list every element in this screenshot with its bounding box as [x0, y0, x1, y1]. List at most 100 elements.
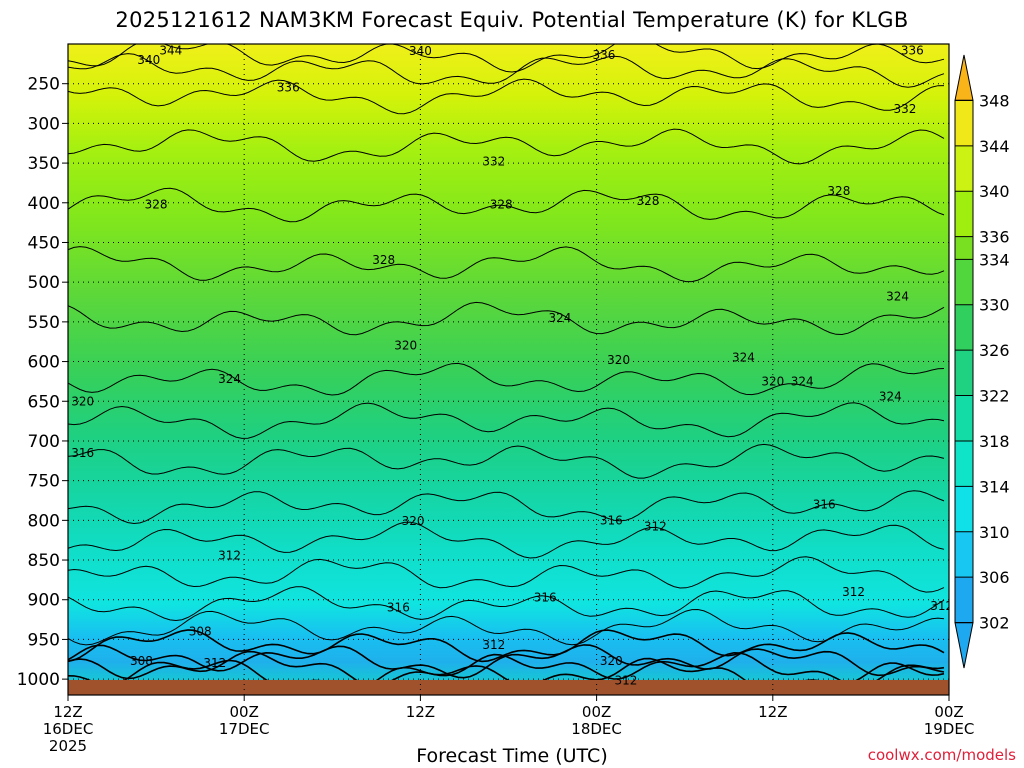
y-tick-label: 250 [28, 75, 60, 95]
colorbar-segment [955, 395, 973, 441]
y-tick-label: 800 [28, 511, 60, 531]
contour-label: 324 [879, 389, 902, 403]
colorbar-label: 306 [979, 568, 1010, 587]
contour-label: 336 [277, 81, 300, 95]
x-tick-label: 12Z [53, 703, 82, 721]
contour-line [68, 443, 945, 479]
contour-label: 320 [600, 654, 623, 668]
contour-label: 312 [482, 638, 505, 652]
colorbar-label: 336 [979, 228, 1010, 247]
y-tick-label: 550 [28, 313, 60, 333]
colorbar-segment [955, 350, 973, 396]
contour-line [68, 586, 945, 622]
colorbar-segment [955, 191, 973, 237]
colorbar-label: 318 [979, 432, 1010, 451]
contour-line [68, 521, 945, 559]
contour-label: 332 [482, 154, 505, 168]
colorbar-label: 344 [979, 137, 1010, 156]
y-tick-label: 450 [28, 233, 60, 253]
y-tick-label: 300 [28, 114, 60, 134]
contour-label: 308 [189, 624, 212, 638]
y-tick-label: 650 [28, 392, 60, 412]
contour-line [68, 490, 945, 525]
contour-line [68, 128, 945, 165]
contour-label: 336 [592, 48, 615, 62]
y-tick-label: 750 [28, 472, 60, 492]
contour-label: 320 [402, 514, 425, 528]
x-tick-label: 00Z [230, 703, 259, 721]
colorbar-segment [955, 304, 973, 351]
contour-label: 324 [548, 311, 571, 325]
contour-line [68, 53, 945, 88]
contour-label: 316 [600, 513, 623, 527]
contour-label: 324 [732, 351, 755, 365]
colorbar-label: 340 [979, 182, 1010, 201]
contour-label: 328 [637, 194, 660, 208]
contour-line [68, 246, 945, 283]
contour-label: 312 [615, 674, 638, 688]
contour-label: 316 [534, 590, 557, 604]
contour-line [68, 650, 945, 688]
x-tick-label: 00Z [934, 703, 963, 721]
contour-label: 340 [137, 53, 160, 67]
contour-label: 312 [842, 585, 865, 599]
contour-label: 328 [372, 253, 395, 267]
colorbar-segment [955, 531, 973, 578]
x-tick-date: 16DEC [43, 720, 94, 738]
contour-label: 324 [218, 372, 241, 386]
colorbar-label: 330 [979, 296, 1010, 315]
contour-line [68, 78, 945, 115]
y-tick-label: 900 [28, 591, 60, 611]
contour-label: 320 [71, 394, 94, 408]
colorbar-max-arrow [954, 54, 974, 101]
chart-title: 2025121612 NAM3KM Forecast Equiv. Potent… [115, 8, 909, 32]
y-tick-label: 400 [28, 194, 60, 214]
theta-e-field [68, 44, 949, 695]
x-tick-date: 18DEC [571, 720, 622, 738]
x-tick-date: 17DEC [219, 720, 270, 738]
colorbar-label: 334 [979, 250, 1010, 269]
y-tick-label: 850 [28, 551, 60, 571]
colorbar-segment [955, 236, 973, 260]
contour-line [68, 187, 945, 223]
x-axis-label: Forecast Time (UTC) [416, 745, 608, 767]
contour-label: 312 [930, 599, 953, 613]
contour-label: 324 [791, 374, 814, 388]
colorbar-label: 348 [979, 91, 1010, 110]
contour-line [68, 556, 945, 593]
contour-line [68, 362, 945, 396]
y-tick-label: 600 [28, 353, 60, 373]
colorbar-label: 302 [979, 614, 1010, 633]
contour-line [68, 301, 945, 336]
plot-frame [67, 43, 950, 696]
contour-line [68, 402, 945, 439]
contour-label: 328 [145, 197, 168, 211]
y-tick-label: 500 [28, 273, 60, 293]
colorbar-segment [955, 100, 973, 146]
contour-label: 316 [387, 601, 410, 615]
x-tick-label: 00Z [582, 703, 611, 721]
colorbar-segment [955, 145, 973, 192]
contour-label: 312 [644, 520, 667, 534]
y-tick-label: 350 [28, 154, 60, 174]
colorbar-label: 310 [979, 523, 1010, 542]
contour-label: 344 [159, 43, 182, 57]
contour-label: 316 [813, 497, 836, 511]
colorbar-min-arrow [954, 622, 974, 669]
y-tick-label: 1000 [17, 670, 60, 690]
x-tick-label: 12Z [406, 703, 435, 721]
contour-label: 336 [901, 43, 924, 57]
contour-label: 328 [490, 197, 513, 211]
contour-label: 312 [203, 656, 226, 670]
contour-label: 328 [827, 184, 850, 198]
ground-strip [68, 680, 949, 695]
contour-label: 332 [893, 102, 916, 116]
contour-label: 324 [886, 289, 909, 303]
colorbar-segment [955, 440, 973, 487]
contour-line [68, 608, 945, 646]
contour-line [68, 629, 945, 663]
y-tick-label: 700 [28, 432, 60, 452]
contour-label: 308 [130, 654, 153, 668]
contour-label: 320 [761, 374, 784, 388]
